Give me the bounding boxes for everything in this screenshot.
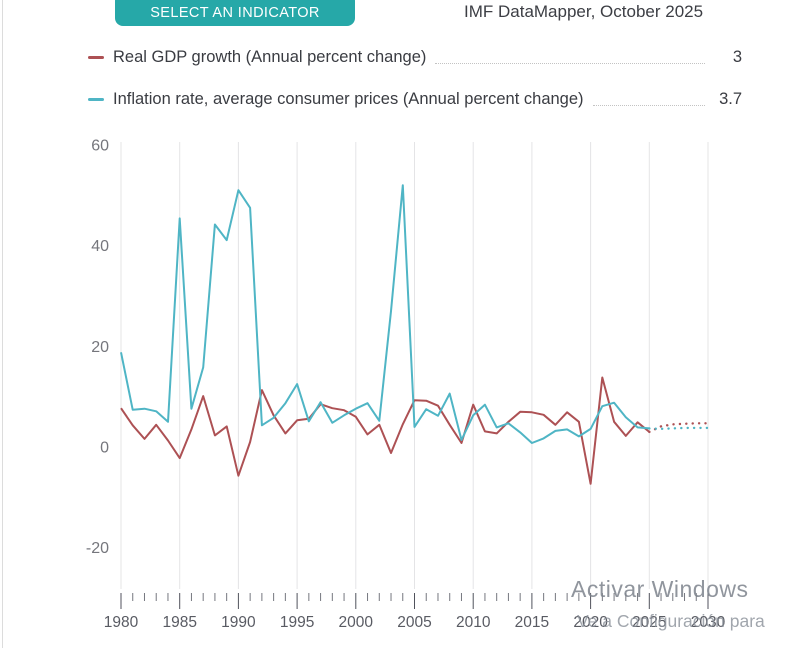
svg-text:2000: 2000 <box>339 614 374 631</box>
svg-text:1995: 1995 <box>280 614 314 631</box>
inflation-line <box>120 184 650 444</box>
gdp-latest-value: 3 <box>732 47 742 66</box>
windows-activation-watermark-line2: Ve a Configuración para <box>577 611 765 631</box>
gdp-projection-line <box>648 422 710 434</box>
gdp-leader-dots <box>435 50 705 64</box>
svg-text:2025: 2025 <box>632 614 666 631</box>
svg-text:0: 0 <box>100 440 109 457</box>
svg-text:2015: 2015 <box>515 614 549 631</box>
page-title: IMF DataMapper, October 2025 <box>464 2 704 21</box>
inflation-latest-value: 3.7 <box>719 89 742 108</box>
svg-text:2010: 2010 <box>456 614 491 631</box>
inflation-line-swatch <box>88 97 104 101</box>
gridlines <box>120 142 709 589</box>
gdp-line-swatch <box>88 55 104 59</box>
svg-text:60: 60 <box>91 137 109 154</box>
svg-text:1990: 1990 <box>221 614 256 631</box>
x-axis-ticks <box>120 593 709 609</box>
svg-text:2030: 2030 <box>691 614 726 631</box>
gdp-line <box>120 376 650 485</box>
y-axis-labels: 60 40 20 0 -20 <box>86 137 109 557</box>
legend-item-gdp[interactable]: Real GDP growth (Annual percent change) … <box>88 46 742 68</box>
svg-text:1980: 1980 <box>104 614 139 631</box>
x-axis-labels: 1980 1985 1990 1995 2000 2005 2010 2015 2020 2025… <box>104 614 726 631</box>
window-edge-line <box>2 0 3 648</box>
select-indicator-button[interactable]: SELECT AN INDICATOR <box>115 0 355 26</box>
svg-text:20: 20 <box>91 339 109 356</box>
gdp-legend-label: Real GDP growth (Annual percent change) <box>113 47 427 66</box>
svg-text:2020: 2020 <box>573 614 608 631</box>
svg-text:-20: -20 <box>86 540 109 557</box>
windows-activation-watermark-line1: Activar Windows <box>571 576 749 602</box>
inflation-legend-label: Inflation rate, average consumer prices … <box>113 89 584 108</box>
legend-item-inflation[interactable]: Inflation rate, average consumer prices … <box>88 88 742 110</box>
inflation-leader-dots <box>592 92 705 106</box>
svg-text:40: 40 <box>91 238 109 255</box>
svg-text:2005: 2005 <box>397 614 431 631</box>
inflation-projection-line <box>648 426 710 431</box>
svg-text:1985: 1985 <box>162 614 196 631</box>
